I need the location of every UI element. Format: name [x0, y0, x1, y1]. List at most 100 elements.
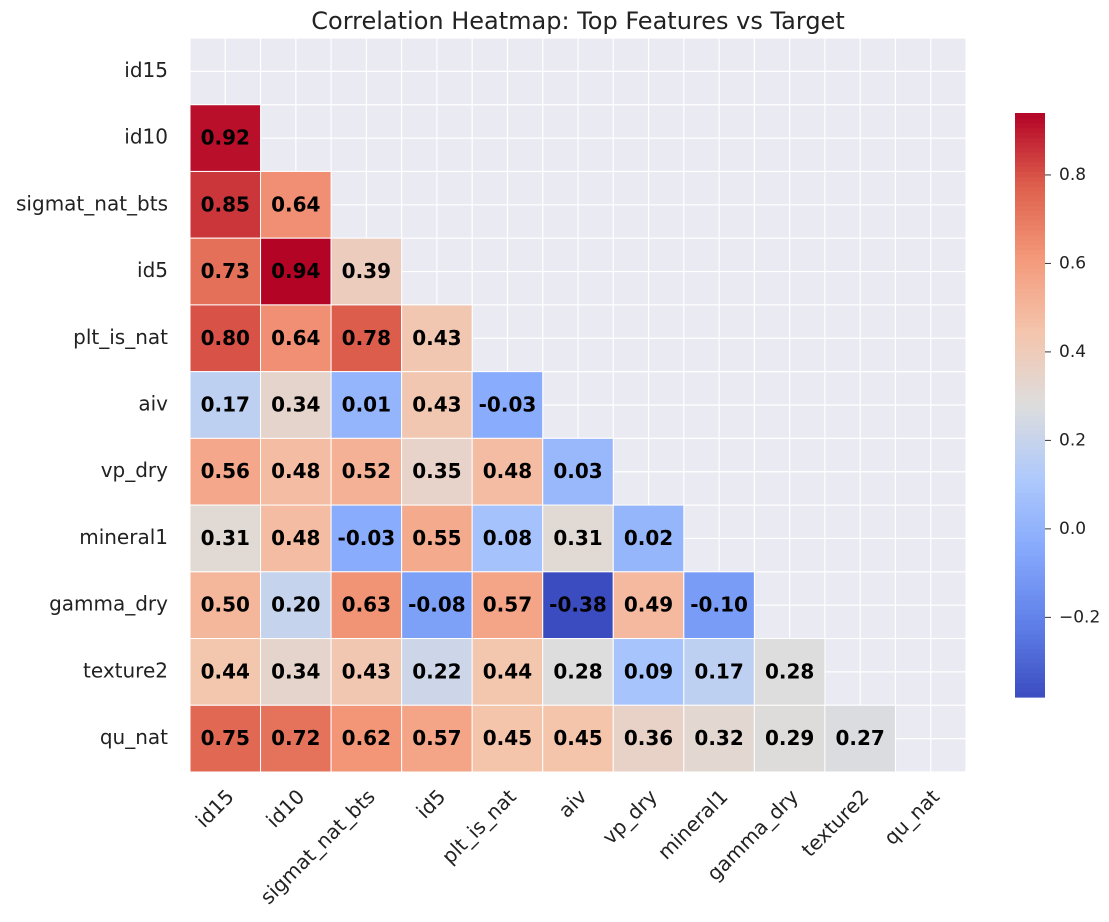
x-tick-label: plt_is_nat [437, 784, 521, 868]
colorbar-segment [1015, 113, 1045, 119]
colorbar-segment [1015, 638, 1045, 645]
colorbar-segment [1015, 609, 1045, 615]
y-tick-label: aiv [138, 392, 168, 416]
colorbar-segment [1015, 341, 1045, 348]
cell-label: 0.57 [412, 726, 461, 750]
colorbar-segment [1015, 434, 1045, 440]
chart-title: Correlation Heatmap: Top Features vs Tar… [311, 7, 844, 35]
cell-label: 0.29 [765, 726, 814, 750]
x-tick-label: id10 [261, 784, 309, 832]
cell-label: 0.48 [483, 459, 532, 483]
colorbar-segment [1015, 473, 1045, 479]
colorbar-segment [1015, 580, 1045, 586]
cell-label: 0.31 [553, 526, 602, 550]
heatmap-cell [189, 704, 262, 773]
heatmap-cell [189, 437, 262, 506]
colorbar-tick-label: 0.0 [1059, 519, 1086, 539]
cell-label: 0.28 [765, 659, 814, 683]
cell-label: 0.28 [553, 659, 602, 683]
heatmap-cell [471, 371, 544, 439]
heatmap-cell [189, 638, 262, 706]
colorbar-segment [1015, 151, 1045, 158]
colorbar-segment [1015, 594, 1045, 601]
heatmap-cell [260, 371, 332, 439]
colorbar-segment [1015, 692, 1045, 698]
cell-label: 0.34 [271, 659, 320, 683]
heatmap-cell [542, 704, 614, 773]
cell-label: -0.10 [690, 593, 748, 617]
colorbar-segment [1015, 448, 1045, 455]
colorbar-tick-label: 0.6 [1059, 253, 1086, 273]
colorbar-segment [1015, 677, 1045, 683]
colorbar-segment [1015, 122, 1045, 129]
heatmap-cell [330, 237, 403, 306]
colorbar-segment [1015, 560, 1045, 567]
y-tick-label: gamma_dry [49, 592, 168, 616]
colorbar-segment [1015, 132, 1045, 138]
colorbar-segment [1015, 142, 1045, 148]
colorbar-tick-label: 0.8 [1059, 165, 1086, 185]
colorbar-segment [1015, 405, 1045, 411]
colorbar-segment [1015, 147, 1045, 153]
colorbar-segment [1015, 492, 1045, 499]
cell-label: 0.49 [624, 593, 673, 617]
colorbar-segment [1015, 648, 1045, 654]
cell-label: 0.36 [624, 726, 673, 750]
colorbar-segment [1015, 687, 1045, 693]
colorbar-segment [1015, 322, 1045, 328]
cell-label: 0.48 [271, 526, 320, 550]
colorbar-segment [1015, 487, 1045, 494]
cell-label: 0.64 [271, 192, 320, 216]
cell-label: -0.03 [338, 526, 396, 550]
heatmap-cell [330, 638, 403, 706]
x-tick-label: qu_nat [879, 784, 944, 849]
colorbar-segment [1015, 551, 1045, 557]
colorbar-segment [1015, 585, 1045, 591]
colorbar-segment [1015, 385, 1045, 391]
cell-label: 0.17 [201, 393, 250, 417]
colorbar-segment [1015, 273, 1045, 280]
cell-label: 0.55 [412, 526, 461, 550]
colorbar-segment [1015, 215, 1045, 221]
y-tick-label: id5 [137, 258, 168, 282]
colorbar-segment [1015, 546, 1045, 552]
heatmap-cell [330, 304, 403, 373]
cell-label: 0.20 [271, 593, 320, 617]
colorbar-segment [1015, 662, 1045, 669]
colorbar-segment [1015, 682, 1045, 688]
colorbar-segment [1015, 210, 1045, 216]
colorbar-segment [1015, 190, 1045, 197]
y-tick-label: vp_dry [101, 458, 168, 482]
cell-label: 0.72 [271, 726, 320, 750]
colorbar-segment [1015, 482, 1045, 489]
colorbar-segment [1015, 414, 1045, 421]
colorbar-segment [1015, 220, 1045, 226]
colorbar-segment [1015, 672, 1045, 679]
colorbar-segment [1015, 278, 1045, 284]
heatmap-cell [189, 237, 262, 306]
colorbar-segment [1015, 181, 1045, 187]
heatmap-cell [612, 638, 685, 706]
colorbar-segment [1015, 409, 1045, 416]
colorbar-segment [1015, 200, 1045, 207]
colorbar-segment [1015, 332, 1045, 338]
colorbar-segment [1015, 443, 1045, 450]
colorbar-segment [1015, 317, 1045, 323]
y-tick-label: mineral1 [79, 525, 168, 549]
y-tick-label: id10 [124, 125, 168, 149]
colorbar-segment [1015, 653, 1045, 659]
colorbar-segment [1015, 589, 1045, 596]
cell-label: 0.73 [201, 259, 250, 283]
colorbar-segment [1015, 628, 1045, 635]
colorbar-segment [1015, 127, 1045, 134]
cell-label: 0.09 [624, 659, 673, 683]
cell-label: 0.39 [342, 259, 391, 283]
colorbar-segment [1015, 463, 1045, 469]
heatmap-cell [189, 170, 262, 239]
colorbar-segment [1015, 297, 1045, 304]
colorbar-segment [1015, 555, 1045, 562]
colorbar-segment [1015, 224, 1045, 231]
cell-label: 0.57 [483, 593, 532, 617]
colorbar-segment [1015, 516, 1045, 523]
